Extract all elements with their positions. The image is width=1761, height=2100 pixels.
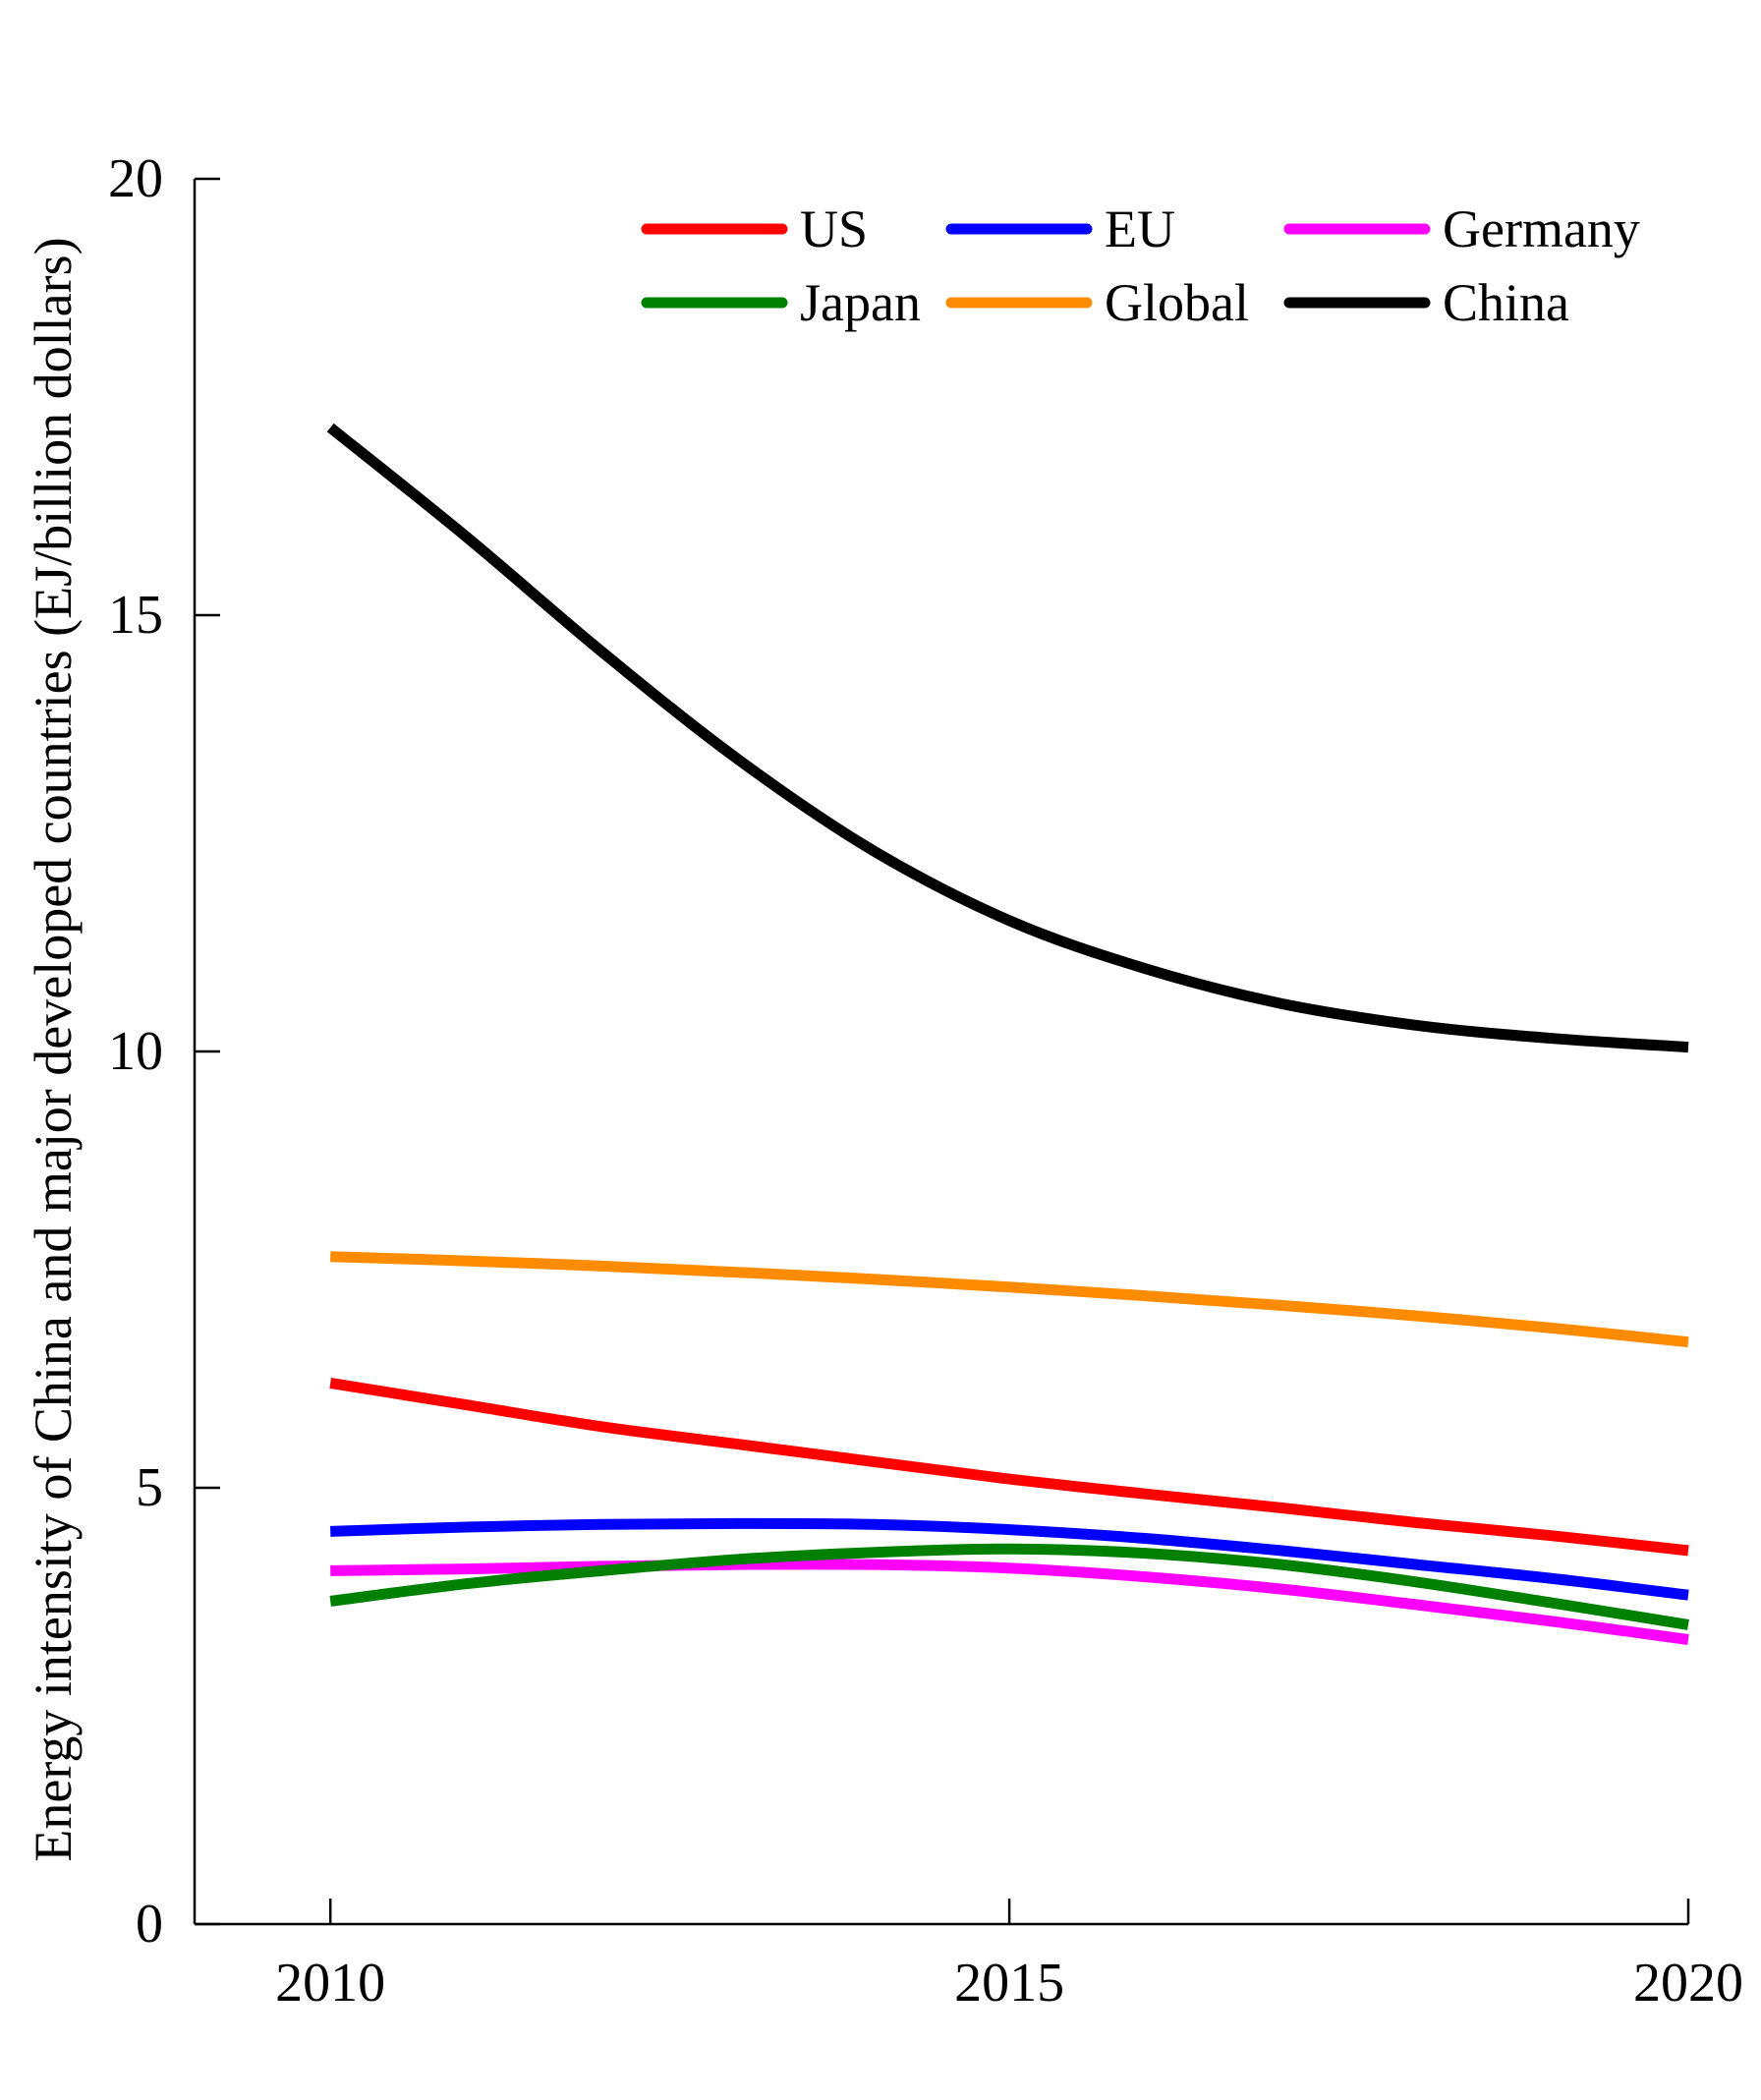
legend-item-japan: Japan — [641, 273, 921, 332]
y-tick-label: 20 — [108, 148, 163, 209]
y-tick-label: 0 — [136, 1894, 163, 1955]
legend-label: US — [800, 199, 868, 258]
legend-label: EU — [1105, 199, 1175, 258]
legend-label: China — [1443, 273, 1569, 332]
series-lines — [326, 423, 1689, 1645]
legend-label: Germany — [1443, 199, 1640, 258]
series-line-germany — [330, 1559, 1689, 1645]
legend-item-global: Global — [945, 273, 1249, 332]
series-line-global — [330, 1251, 1689, 1348]
series-line-eu — [330, 1517, 1689, 1601]
legend: US EU Germany Japan Global China — [641, 199, 1640, 332]
series-line-us — [329, 1377, 1689, 1557]
axes: 0 5 10 15 20 2010 2015 2020 — [108, 148, 1743, 2014]
y-tick-label: 10 — [108, 1021, 163, 1082]
y-tick-label: 5 — [136, 1457, 163, 1518]
x-tick-label: 2010 — [275, 1953, 385, 2014]
legend-item-china: China — [1283, 273, 1569, 332]
x-tick-label: 2015 — [954, 1953, 1064, 2014]
y-tick-label: 15 — [108, 585, 163, 646]
legend-label: Japan — [800, 273, 921, 332]
series-line-japan — [329, 1543, 1689, 1630]
legend-item-us: US — [641, 199, 868, 258]
x-tick-label: 2020 — [1633, 1953, 1743, 2014]
y-axis-label: Energy intensity of China and major deve… — [24, 237, 83, 1861]
legend-item-eu: EU — [945, 199, 1175, 258]
legend-item-germany: Germany — [1283, 199, 1640, 258]
series-line-china — [326, 423, 1689, 1053]
legend-label: Global — [1105, 273, 1249, 332]
